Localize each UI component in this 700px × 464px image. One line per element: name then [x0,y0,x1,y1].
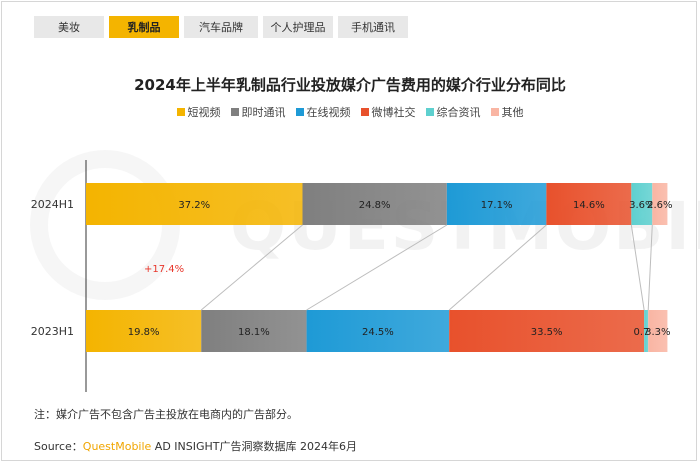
tab-auto-brands[interactable]: 汽车品牌 [184,16,258,38]
bar-segment [201,310,307,352]
legend-label: 即时通讯 [241,106,286,119]
connector-line [448,224,547,311]
data-label: 14.6% [573,200,605,211]
legend-swatch [176,108,185,116]
chart-legend: 短视频 即时通讯 在线视频 微博社交 综合资讯 其他 [0,104,700,120]
data-label: 33.5% [531,327,563,338]
connector-line [200,224,303,311]
source-line: Source：QuestMobile AD INSIGHT广告洞察数据库 202… [34,438,357,454]
bar-segment [446,183,547,225]
legend-label: 综合资讯 [436,106,481,119]
category-tabs: 美妆 乳制品 汽车品牌 个人护理品 手机通讯 [34,16,413,38]
legend-label: 短视频 [187,106,221,119]
source-brand: QuestMobile [82,440,152,453]
data-label: 24.5% [362,327,394,338]
data-label: 0.7% [633,327,658,338]
data-label: 2.6% [647,200,672,211]
legend-item-news: 综合资讯 [425,104,481,120]
bar-segment [306,310,450,352]
legend-swatch [490,108,499,116]
legend-item-short-video: 短视频 [176,104,221,120]
data-label: 18.1% [238,327,270,338]
legend-item-other: 其他 [490,104,524,120]
bar-segment [631,183,653,225]
legend-swatch [295,108,304,116]
connector-line [647,224,653,311]
tab-personal-care[interactable]: 个人护理品 [263,16,333,38]
tab-mobile-comm[interactable]: 手机通讯 [338,16,408,38]
bar-segment [652,183,668,225]
legend-swatch [230,108,239,116]
bar-segment [302,183,447,225]
tab-dairy[interactable]: 乳制品 [109,16,179,38]
bar-segment [86,310,202,352]
bar-segment [546,183,632,225]
source-rest: AD INSIGHT广告洞察数据库 2024年6月 [151,440,358,453]
legend-label: 其他 [501,106,524,119]
growth-annotation: +17.4% [144,264,184,275]
connector-line [630,224,645,311]
footnote: 注：媒介广告不包含广告主投放在电商内的广告部分。 [34,408,298,421]
legend-label: 在线视频 [306,106,351,119]
data-label: 24.8% [359,200,391,211]
data-label: 17.1% [481,200,513,211]
legend-swatch [360,108,369,116]
legend-swatch [425,108,434,116]
bar-segment [449,310,645,352]
chart-title: 2024年上半年乳制品行业投放媒介广告费用的媒介行业分布同比 [134,76,566,94]
legend-item-online-video: 在线视频 [295,104,351,120]
bar-segment [86,183,303,225]
tab-beauty[interactable]: 美妆 [34,16,104,38]
bar-segment [644,310,649,352]
connector-line [306,224,448,311]
data-label: 3.3% [645,327,670,338]
category-label: 2023H1 [31,325,74,338]
category-label: 2024H1 [31,198,74,211]
data-label: 19.8% [128,327,160,338]
data-label: 37.2% [178,200,210,211]
bar-segment [648,310,668,352]
legend-label: 微博社交 [371,106,416,119]
source-prefix: Source： [34,440,83,453]
legend-item-im: 即时通讯 [230,104,286,120]
data-label: 3.6% [629,200,654,211]
legend-item-weibo-social: 微博社交 [360,104,416,120]
